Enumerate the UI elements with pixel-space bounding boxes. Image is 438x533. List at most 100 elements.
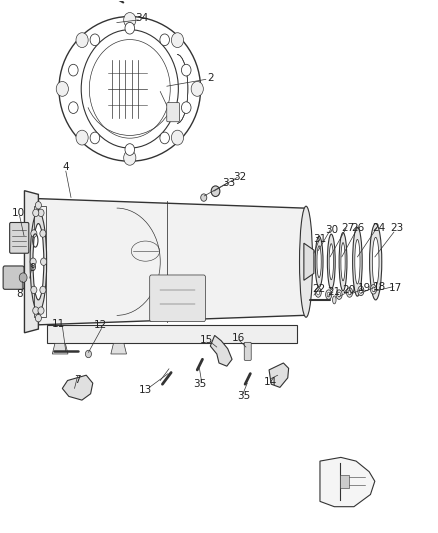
Circle shape [124,150,136,165]
Text: 31: 31 [313,234,327,244]
Circle shape [181,64,191,76]
Circle shape [90,34,100,46]
Circle shape [125,144,134,155]
Polygon shape [111,343,127,354]
Text: 35: 35 [238,391,251,401]
Ellipse shape [339,232,347,291]
Polygon shape [62,375,93,400]
Text: 35: 35 [193,379,206,389]
Text: 16: 16 [232,333,245,343]
Polygon shape [47,325,297,343]
Text: 26: 26 [352,223,365,233]
Ellipse shape [30,212,47,312]
Text: 12: 12 [94,320,107,330]
Text: 22: 22 [312,284,326,294]
Ellipse shape [353,227,362,296]
FancyBboxPatch shape [167,103,180,122]
Circle shape [38,209,44,216]
Circle shape [68,102,78,114]
Ellipse shape [355,239,360,284]
Ellipse shape [315,288,321,297]
Ellipse shape [327,292,330,297]
Ellipse shape [359,288,362,293]
Text: 18: 18 [373,281,386,292]
Circle shape [30,258,36,265]
Ellipse shape [358,286,364,296]
Circle shape [90,132,100,144]
Text: 8: 8 [16,289,23,299]
Ellipse shape [336,290,342,300]
Circle shape [160,34,170,46]
Text: 33: 33 [222,177,235,188]
Ellipse shape [370,223,382,300]
Text: 4: 4 [63,162,69,172]
Circle shape [76,33,88,47]
Text: 14: 14 [264,377,277,387]
Ellipse shape [315,236,323,287]
Circle shape [85,350,92,358]
Polygon shape [304,243,314,280]
Ellipse shape [372,287,375,292]
Circle shape [171,33,184,47]
Ellipse shape [329,244,333,280]
Text: 7: 7 [74,375,81,385]
Circle shape [40,286,46,294]
Circle shape [33,209,39,216]
Circle shape [76,130,88,145]
Circle shape [38,307,44,314]
Circle shape [171,130,184,145]
Circle shape [19,273,27,282]
Circle shape [201,194,207,201]
Ellipse shape [372,237,379,286]
Ellipse shape [332,296,336,304]
Circle shape [33,307,39,314]
Text: 17: 17 [389,282,402,293]
Ellipse shape [325,290,332,300]
Text: 27: 27 [341,223,354,233]
Polygon shape [210,335,232,366]
Polygon shape [340,475,349,488]
Text: 21: 21 [328,287,341,297]
Circle shape [160,132,170,144]
Circle shape [31,230,37,237]
Ellipse shape [338,292,341,297]
Text: 24: 24 [373,223,386,233]
Text: 23: 23 [390,223,403,233]
Text: 20: 20 [343,285,356,295]
Ellipse shape [341,243,345,281]
Ellipse shape [317,290,320,295]
Text: 34: 34 [135,13,148,23]
Circle shape [35,201,42,209]
Polygon shape [25,191,39,333]
Text: 15: 15 [200,335,213,345]
Text: 30: 30 [325,225,338,236]
Polygon shape [320,457,375,507]
Circle shape [124,12,136,27]
Text: 11: 11 [52,319,65,329]
Circle shape [56,82,68,96]
Text: 9: 9 [29,263,36,272]
Circle shape [68,64,78,76]
Circle shape [211,186,220,197]
Text: 10: 10 [11,208,25,219]
Circle shape [35,314,42,322]
Circle shape [191,82,203,96]
Ellipse shape [327,234,335,289]
FancyBboxPatch shape [10,222,29,253]
Polygon shape [39,199,306,325]
Text: 32: 32 [233,172,247,182]
Ellipse shape [348,290,351,295]
FancyBboxPatch shape [150,275,205,321]
FancyBboxPatch shape [3,266,24,289]
Text: 19: 19 [358,282,371,293]
FancyBboxPatch shape [244,342,251,360]
Ellipse shape [346,288,353,297]
Ellipse shape [300,206,313,317]
Text: 13: 13 [139,384,152,394]
Circle shape [40,230,46,237]
Text: 2: 2 [207,72,214,83]
Circle shape [41,258,47,265]
Polygon shape [269,363,289,387]
Polygon shape [52,343,68,354]
Ellipse shape [33,223,44,300]
